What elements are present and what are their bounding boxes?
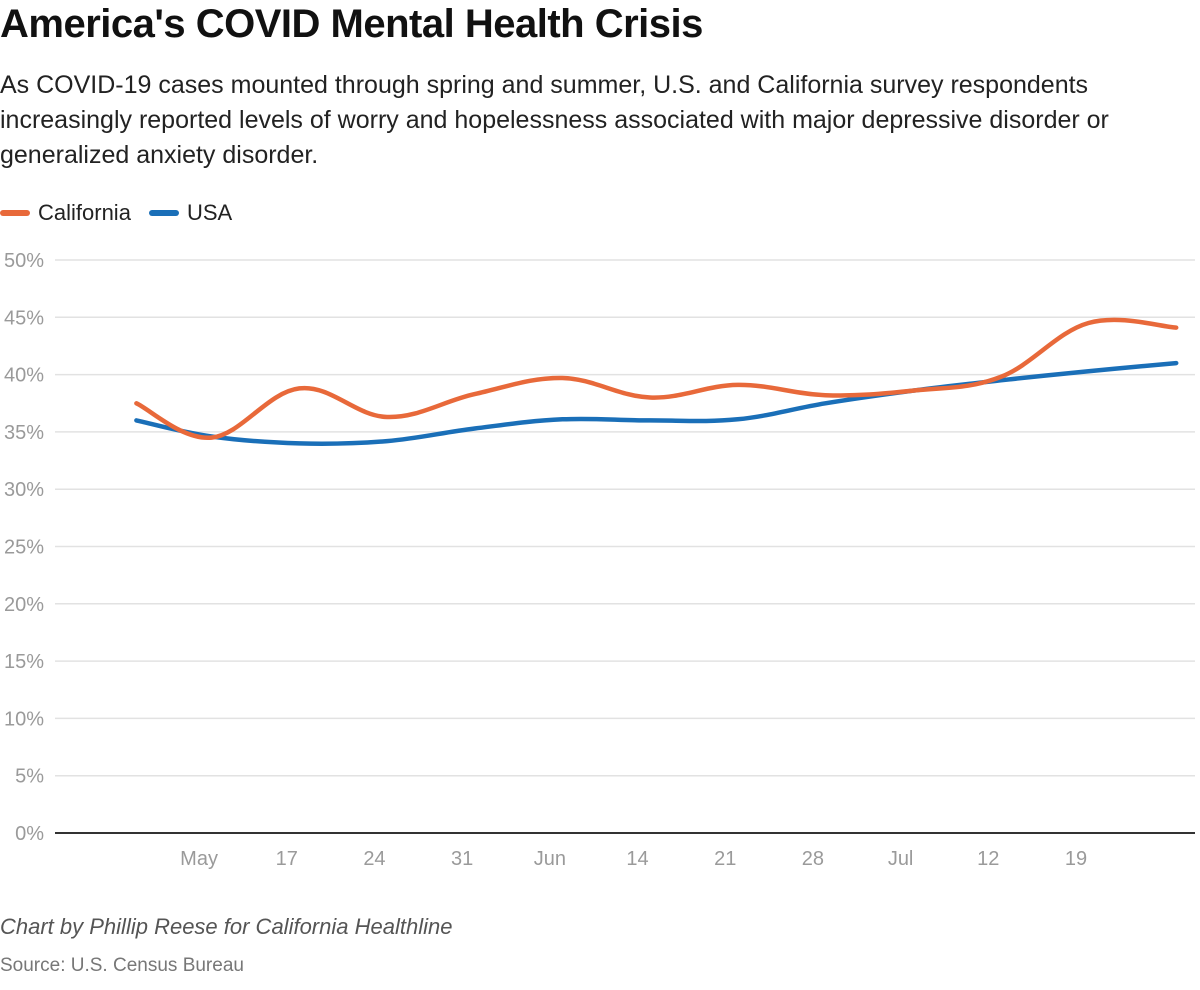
chart-subtitle: As COVID-19 cases mounted through spring…: [0, 71, 1109, 169]
series-line-usa: [134, 360, 1179, 446]
x-tick-label: 21: [714, 848, 736, 870]
x-tick-label: 14: [626, 848, 648, 870]
legend-label-usa: USA: [186, 200, 233, 225]
y-tick-label: 5%: [15, 766, 44, 788]
x-tick-label: 31: [451, 848, 473, 870]
x-tick-label: May: [180, 848, 218, 870]
y-tick-label: 50%: [4, 250, 44, 272]
y-tick-label: 45%: [4, 307, 44, 329]
y-tick-label: 35%: [4, 422, 44, 444]
chart-title: America's COVID Mental Health Crisis: [0, 2, 703, 46]
legend-swatch-usa: [148, 210, 179, 216]
legend-item-usa[interactable]: USA: [148, 200, 233, 226]
y-tick-label: 0%: [15, 823, 44, 845]
series-line-california: [134, 317, 1179, 440]
line-chart: 0% 5% 10% 15% 20% 25% 30% 35% 40% 45% 50% May 17 24 31…: [4, 250, 1195, 870]
y-tick-label: 20%: [4, 594, 44, 616]
legend: California USA: [0, 200, 250, 226]
legend-item-california[interactable]: California: [0, 200, 131, 226]
x-tick-label: 12: [977, 848, 999, 870]
chart-credit: Chart by Phillip Reese for California He…: [0, 914, 453, 939]
y-tick-label: 25%: [4, 537, 44, 559]
x-tick-label: 17: [276, 848, 298, 870]
legend-label-california: California: [38, 200, 131, 225]
x-tick-label: Jun: [534, 848, 566, 870]
chart-source: Source: U.S. Census Bureau: [0, 955, 244, 976]
x-tick-label: 19: [1065, 848, 1087, 870]
x-tick-label: Jul: [888, 848, 914, 870]
legend-swatch-california: [0, 210, 30, 216]
y-tick-label: 40%: [4, 365, 44, 387]
y-tick-label: 15%: [4, 651, 44, 673]
y-tick-label: 10%: [4, 708, 44, 730]
x-tick-label: 28: [802, 848, 824, 870]
x-tick-label: 24: [363, 848, 385, 870]
y-tick-label: 30%: [4, 479, 44, 501]
